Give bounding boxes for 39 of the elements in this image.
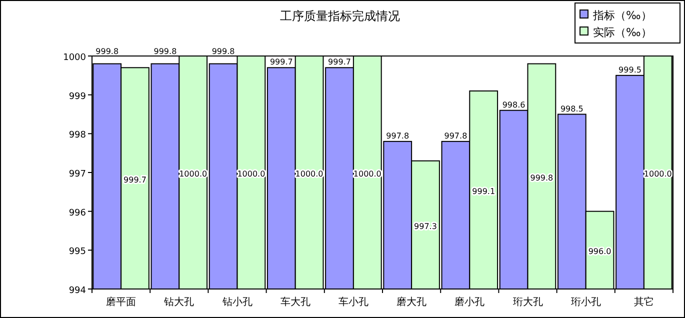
x-tick-label: 磨平面 — [106, 296, 136, 308]
legend-label: 实际（‰） — [593, 26, 652, 39]
x-tick-label: 珩小孔 — [570, 296, 601, 308]
x-tick-label: 磨大孔 — [396, 296, 427, 308]
x-tick-label: 钻小孔 — [221, 296, 252, 308]
data-label: 999.8 — [154, 47, 177, 56]
data-label: 999.8 — [96, 47, 119, 56]
data-label: 997.8 — [444, 131, 468, 140]
data-label: 1000.0 — [295, 170, 324, 178]
data-label: 1000.0 — [353, 170, 382, 178]
x-tick-label: 其它 — [634, 296, 654, 308]
data-label: 997.3 — [414, 222, 437, 231]
y-tick-label: 1000 — [63, 53, 86, 63]
data-label: 998.6 — [502, 100, 526, 110]
y-tick-label: 998 — [68, 130, 86, 141]
data-label: 999.7 — [328, 58, 351, 67]
legend-label: 指标（‰） — [592, 9, 652, 22]
x-tick-label: 车小孔 — [338, 296, 368, 308]
data-label: 999.7 — [270, 58, 293, 67]
x-tick-label: 钻大孔 — [163, 296, 194, 308]
x-tick-label: 珩大孔 — [512, 296, 543, 308]
data-label: 999.5 — [618, 65, 642, 74]
data-label: 999.7 — [124, 175, 146, 184]
data-label: 999.8 — [212, 47, 235, 56]
y-tick-label: 999 — [68, 92, 86, 102]
data-label: 999.8 — [530, 173, 554, 182]
data-label: 1000.0 — [644, 170, 672, 178]
y-tick-label: 994 — [68, 286, 86, 296]
y-tick-label: 996 — [68, 208, 86, 218]
data-label: 997.8 — [386, 131, 410, 140]
data-label: 998.5 — [560, 104, 584, 114]
chart-title: 工序质量指标完成情况 — [280, 9, 400, 23]
x-tick-label: 车大孔 — [280, 296, 310, 308]
x-tick-label: 磨小孔 — [454, 296, 485, 308]
y-tick-label: 997 — [68, 170, 86, 180]
y-tick-label: 995 — [68, 247, 86, 258]
data-label: 996.0 — [588, 247, 612, 256]
data-label: 999.1 — [472, 186, 496, 196]
data-label: 1000.0 — [179, 170, 208, 178]
